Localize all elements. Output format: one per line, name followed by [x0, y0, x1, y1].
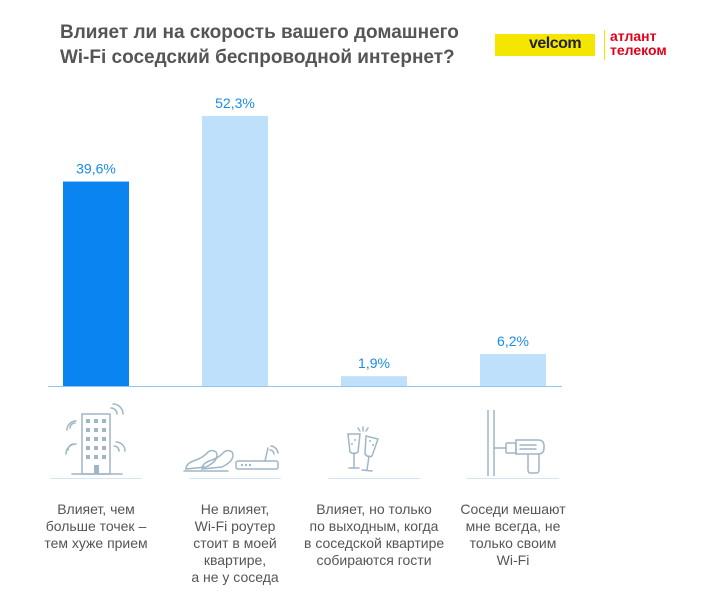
bar-4	[480, 353, 546, 386]
atlant-logo-line-2: телеком	[610, 42, 667, 58]
value-label-4: 6,2%	[497, 333, 529, 349]
value-label-2: 52,3%	[215, 95, 255, 111]
category-label-1: Влияет, чем больше точек – тем хуже прием	[26, 501, 166, 552]
category-label-line: по выходным, когда	[309, 518, 439, 534]
category-label-line: собираются гости	[316, 552, 432, 568]
value-label-1: 39,6%	[76, 161, 116, 177]
bar-3	[341, 376, 407, 386]
champagne-glasses-icon	[347, 426, 379, 472]
atlant-logo-line-1: атлант	[610, 28, 657, 44]
category-label-3: Влияет, но только по выходным, когда в сос…	[304, 501, 444, 569]
title-line-2: Wi-Fi соседский беспроводной интернет?	[60, 47, 455, 68]
velcom-logo: velcom	[495, 34, 595, 56]
chart-title: Влияет ли на скорость вашего домашнего W…	[60, 20, 480, 70]
category-label-line: больше точек –	[45, 518, 147, 534]
category-label-line: Влияет, чем	[57, 501, 135, 517]
category-label-line: а не у соседа	[191, 569, 279, 585]
category-label-line: в соседской квартире	[304, 535, 445, 551]
category-label-line: мне всегда, не	[465, 518, 561, 534]
category-label-line: Не влияет,	[200, 501, 270, 517]
bar-2	[202, 116, 268, 386]
category-label-line: тем хуже прием	[44, 535, 148, 551]
category-label-line: стоит в моей	[193, 535, 277, 551]
velcom-logo-text: velcom	[529, 35, 582, 52]
category-label-line: Wi-Fi	[496, 552, 530, 568]
logo-divider	[604, 30, 605, 60]
bar-1	[63, 181, 129, 386]
wall-drill-icon	[487, 410, 545, 476]
category-label-line: квартире,	[203, 552, 267, 568]
atlant-telecom-logo: атлант телеком	[610, 29, 667, 57]
category-label-4: Соседи мешают мне всегда, не только своим W…	[443, 501, 583, 569]
title-line-1: Влияет ли на скорость вашего домашнего	[60, 22, 459, 43]
category-label-line: Влияет, но только	[316, 501, 432, 517]
category-label-line: только своим	[469, 535, 557, 551]
value-label-3: 1,9%	[358, 355, 390, 371]
slippers-router-icon	[183, 445, 279, 472]
category-label-2: Не влияет, Wi-Fi роутер стоит в моей кварти…	[165, 501, 305, 586]
category-label-line: Соседи мешают	[460, 501, 566, 517]
category-label-line: Wi-Fi роутер	[194, 518, 276, 534]
brand-logos: velcom атлант телеком	[495, 29, 685, 62]
building-wifi-icon	[65, 403, 126, 475]
